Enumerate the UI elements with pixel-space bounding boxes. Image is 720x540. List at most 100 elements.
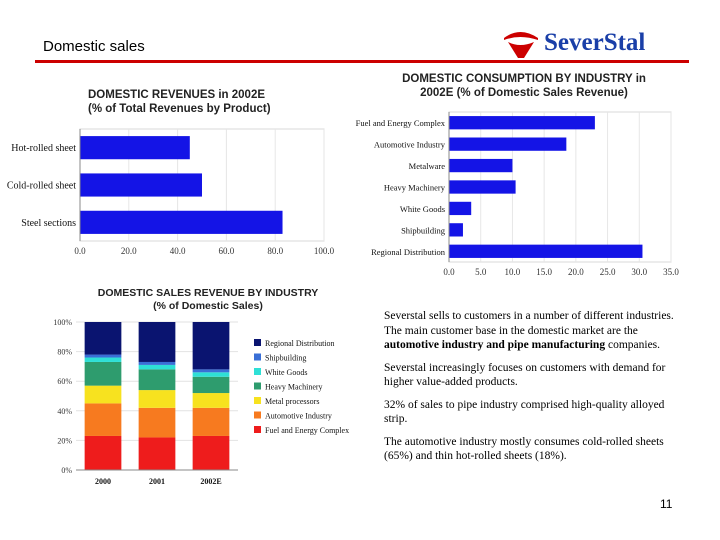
stack-segment [138,361,176,365]
paragraph-customers: Severstal sells to customers in a number… [384,309,689,353]
stack-segment [84,357,122,362]
x-tick-label: 10.0 [505,267,521,277]
x-tick-label: 5.0 [475,267,487,277]
legend-swatch [254,382,261,390]
bar [449,158,513,173]
x-tick-label: 30.0 [631,267,647,277]
category-label: Cold-rolled sheet [7,181,76,192]
legend-label: Metal processors [265,397,319,406]
x-tick-label: 0.0 [443,267,455,277]
category-label: White Goods [400,204,445,214]
stack-segment [84,322,122,355]
legend-swatch [254,368,261,375]
stack-segment [84,361,122,386]
legend-label: Fuel and Energy Complex [265,426,349,435]
paragraph-customers-prefix: Severstal sells to customers in a number… [384,310,674,337]
legend-label: White Goods [265,368,307,377]
category-label: Heavy Machinery [384,183,446,193]
sales-by-industry-title-line2: (% of Domestic Sales) [153,300,263,312]
legend-swatch [254,397,261,404]
y-tick-label: 100% [53,318,72,327]
revenue-by-product-title-line2: (% of Total Revenues by Product) [88,103,271,115]
title-divider [35,60,689,63]
legend-swatch [254,426,261,433]
stack-segment [192,435,230,470]
category-label: Hot-rolled sheet [11,143,76,154]
y-tick-label: 20% [57,436,72,445]
stack-segment [192,372,230,377]
x-tick-label: 80.0 [267,246,283,256]
bar [449,116,595,130]
stack-segment [138,407,176,438]
x-tick-label: 20.0 [568,267,584,277]
x-category-label: 2002E [200,477,221,486]
revenue-by-product-chart: 0.0 20.0 40.0 60.0 80.0 100.0 Hot-rolled sheet… [7,128,335,256]
legend-swatch [254,339,261,346]
revenue-by-product-title-line1: DOMESTIC REVENUES in 2002E [88,89,266,101]
x-tick-label: 100.0 [314,246,335,256]
category-label: Fuel and Energy Complex [356,118,446,128]
bar [449,201,472,216]
stack-segment [84,385,122,404]
stack-segment [192,393,230,408]
legend-label: Regional Distribution [265,339,335,348]
bar [80,136,190,160]
legend-label: Heavy Machinery [265,383,323,392]
bar [80,210,283,234]
x-tick-label: 35.0 [663,267,679,277]
x-tick-label: 40.0 [170,246,186,256]
body-text: Severstal sells to customers in a number… [384,309,689,472]
x-tick-label: 60.0 [219,246,235,256]
stack-segment [138,369,176,391]
x-category-label: 2000 [95,477,111,486]
bar [80,173,202,197]
category-label: Regional Distribution [371,247,446,257]
x-tick-label: 25.0 [600,267,616,277]
consumption-by-industry-title-line1: DOMESTIC CONSUMPTION BY INDUSTRY in [402,73,646,85]
category-label: Automotive Industry [374,140,446,150]
category-label: Steel sections [21,218,76,229]
logo-mark-icon [504,32,538,58]
stack-segment [192,376,230,394]
sales-by-industry-title-line1: DOMESTIC SALES REVENUE BY INDUSTRY [97,287,319,299]
stack-segment [138,437,176,470]
stack-segment [192,369,230,373]
stack-segment [138,390,176,408]
paragraph-customers-bold: automotive industry and pipe manufacturi… [384,339,606,351]
paragraph-pipe: 32% of sales to pipe industry comprised … [384,398,665,426]
y-tick-label: 80% [57,348,72,357]
consumption-by-industry-chart: 0.0 5.0 10.0 15.0 20.0 25.0 30.0 35.0 Fuel and E… [356,111,679,277]
severstal-logo: SeverStal [504,29,645,58]
x-category-label: 2001 [149,477,165,486]
category-label: Shipbuilding [401,225,446,235]
bar [449,137,567,151]
legend-swatch [254,411,261,419]
x-tick-label: 0.0 [74,246,86,256]
logo-text: SeverStal [544,29,645,56]
revenue-by-product-title: DOMESTIC REVENUES in 2002E (% of Total R… [88,88,308,116]
stack-segment [192,407,230,436]
y-tick-label: 40% [57,407,72,416]
sales-by-industry-title: DOMESTIC SALES REVENUE BY INDUSTRY (% of… [88,287,328,313]
stack-segment [84,435,122,470]
slide-title: Domestic sales [43,38,145,55]
legend-label: Shipbuilding [265,354,306,363]
category-label: Metalware [409,161,446,171]
stack-segment [192,322,230,370]
legend-swatch [254,353,261,361]
stack-segment [138,364,176,370]
stack-segment [138,322,176,362]
page-number: 11 [660,497,673,511]
consumption-by-industry-title-line2: 2002E (% of Domestic Sales Revenue) [420,87,628,99]
stack-segment [84,354,122,358]
sales-by-industry-chart: 0% 20% 40% 60% 80% 100% 2000 2001 2002E Regional … [53,318,349,486]
bar [449,223,463,237]
paragraph-customers-suffix: companies. [605,339,661,351]
x-tick-label: 20.0 [121,246,137,256]
x-tick-label: 15.0 [536,267,552,277]
bar [449,244,643,258]
paragraph-value-added: Severstal increasingly focuses on custom… [384,361,666,389]
paragraph-automotive: The automotive industry mostly consumes … [384,435,664,463]
consumption-by-industry-title: DOMESTIC CONSUMPTION BY INDUSTRY in 2002… [384,72,664,100]
y-tick-label: 0% [61,466,72,475]
